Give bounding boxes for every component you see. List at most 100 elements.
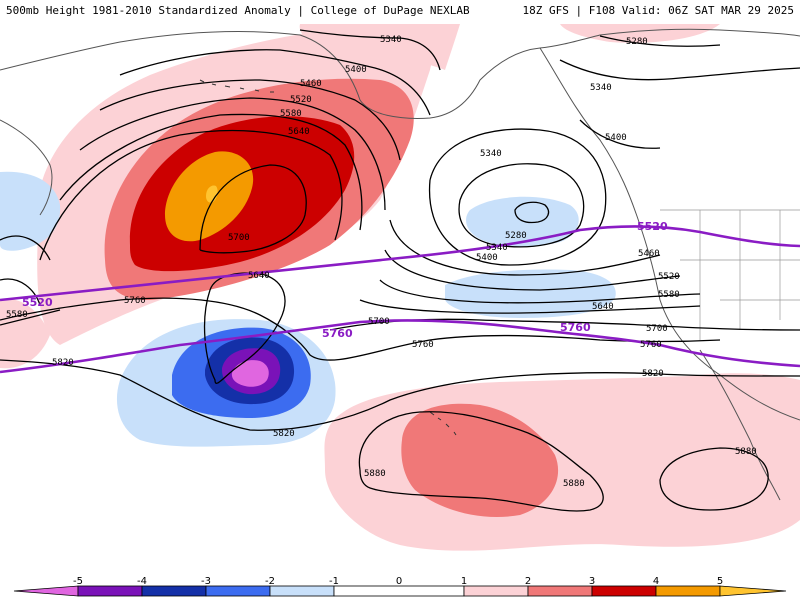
coastline-asia — [0, 119, 53, 216]
contour-label: 5820 — [642, 369, 664, 379]
contour-label: 5700 — [646, 324, 668, 334]
model-run-info: 18Z GFS | F108 Valid: 06Z SAT MAR 29 202… — [522, 4, 794, 17]
coastline-west-coast — [539, 47, 800, 421]
colorbar-segment-zero — [333, 585, 465, 597]
contour-5880-east — [659, 447, 769, 511]
colorbar-tick-label: 3 — [589, 576, 595, 587]
colorbar-segment-pos5 — [719, 585, 787, 597]
contour-5520 — [79, 97, 386, 211]
colorbar-segment-pos3 — [591, 585, 657, 597]
contour-label: 5820 — [273, 429, 295, 439]
contour-5700-closed — [199, 164, 307, 254]
contour-label: 5460 — [638, 249, 660, 259]
anomaly-colorbar: -5 -4 -3 -2 -1 0 1 2 3 4 5 — [0, 576, 800, 600]
contour-label: 5400 — [605, 133, 627, 143]
anomaly-pos2-subtropical — [401, 403, 559, 518]
contour-5520-east — [384, 249, 681, 291]
contour-label: 5580 — [6, 310, 28, 320]
purple-line-label: 5520 — [22, 296, 53, 309]
contour-label: 5280 — [505, 231, 527, 241]
contour-5400-coast — [579, 119, 661, 149]
colorbar-segment-pos1 — [463, 585, 529, 597]
anomaly-neg5-central — [231, 360, 269, 387]
contour-label: 5580 — [658, 290, 680, 300]
contour-5280-nw — [599, 35, 721, 47]
anomaly-pos1-west — [0, 299, 50, 369]
colorbar-segment-neg3 — [141, 585, 207, 597]
colorbar-segment-neg1 — [269, 585, 335, 597]
aleutian-islands — [199, 79, 274, 93]
map-title: 500mb Height 1981-2010 Standardized Anom… — [6, 4, 470, 17]
colorbar-tick-label: -1 — [329, 576, 339, 587]
positive-anomaly-shading — [0, 24, 800, 551]
colorbar-segment-neg5 — [13, 585, 79, 597]
contour-5400-low — [428, 128, 607, 266]
contour-labels: 5340 5400 5460 5520 5580 5640 5700 5640 … — [6, 35, 757, 489]
contour-label: 5760 — [124, 296, 146, 306]
contour-label: 5520 — [658, 272, 680, 282]
contour-label: 5880 — [563, 479, 585, 489]
coastline-alaska — [0, 28, 800, 119]
contour-label: 5340 — [590, 83, 612, 93]
contour-5760-main — [0, 297, 721, 361]
contour-label: 5640 — [288, 127, 310, 137]
map-canvas: 5340 5400 5460 5520 5580 5640 5700 5640 … — [0, 24, 800, 551]
colorbar-tick-label: -2 — [265, 576, 275, 587]
colorbar-segment-neg2 — [205, 585, 271, 597]
anomaly-neg1-mid — [445, 269, 616, 318]
purple-5760-line — [0, 319, 800, 374]
contour-5580-west — [0, 309, 61, 326]
contour-label: 5700 — [228, 233, 250, 243]
contour-label: 5460 — [300, 79, 322, 89]
purple-line-label: 5760 — [560, 321, 591, 334]
contour-5820-main — [0, 359, 800, 431]
contour-label: 5340 — [380, 35, 402, 45]
colorbar-canvas: -5 -4 -3 -2 -1 0 1 2 3 4 5 — [13, 576, 787, 597]
colorbar-tick-label: -3 — [201, 576, 211, 587]
coastlines — [0, 28, 800, 501]
contour-5280-low — [514, 201, 550, 224]
colorbar-segment-neg4 — [77, 585, 143, 597]
contour-5580-east — [379, 279, 701, 304]
colorbar-tick-label: 4 — [653, 576, 659, 587]
contour-5340-nw — [559, 59, 800, 81]
contour-5580 — [59, 113, 363, 231]
colorbar-tick-label: 1 — [461, 576, 467, 587]
coastline-baja — [699, 349, 781, 501]
climatology-reference-lines — [0, 225, 800, 374]
contour-label: 5760 — [640, 340, 662, 350]
map-header: 500mb Height 1981-2010 Standardized Anom… — [0, 0, 800, 24]
contour-label: 5340 — [486, 243, 508, 253]
purple-line-label: 5520 — [637, 220, 668, 233]
colorbar-tick-label: -5 — [73, 576, 83, 587]
colorbar-segments — [13, 585, 787, 597]
state-borders — [660, 209, 800, 340]
contour-5640-east — [359, 299, 701, 314]
weather-map: 5340 5400 5460 5520 5580 5640 5700 5640 … — [0, 24, 800, 576]
contour-5640-upper — [39, 129, 343, 261]
contour-label: 5760 — [412, 340, 434, 350]
contour-label: 5340 — [480, 149, 502, 159]
colorbar-tick-label: 2 — [525, 576, 531, 587]
contour-5880-hawaii — [358, 411, 604, 512]
purple-line-label: 5760 — [322, 327, 353, 340]
contour-5340-low — [458, 163, 585, 248]
contour-label: 5580 — [280, 109, 302, 119]
contour-label: 5520 — [290, 95, 312, 105]
anomaly-neg1-offshore — [466, 196, 579, 247]
colorbar-segment-pos4 — [655, 585, 721, 597]
colorbar-tick-label: 5 — [717, 576, 723, 587]
hawaii-islands — [429, 411, 457, 436]
contour-label: 5640 — [248, 271, 270, 281]
colorbar-tick-label: 0 — [396, 576, 402, 587]
purple-5520-line — [0, 225, 800, 302]
purple-line-labels: 5520 5520 5760 5760 — [22, 220, 668, 340]
contour-5460 — [99, 79, 401, 161]
contour-western-edge — [0, 235, 51, 306]
contour-5460-east — [389, 219, 661, 276]
anomaly-pos1-gulf — [560, 24, 720, 43]
anomaly-neg1-farwest — [0, 171, 61, 251]
contour-label: 5280 — [626, 37, 648, 47]
contour-label: 5880 — [364, 469, 386, 479]
anomaly-pos1-subtropical — [324, 373, 800, 551]
